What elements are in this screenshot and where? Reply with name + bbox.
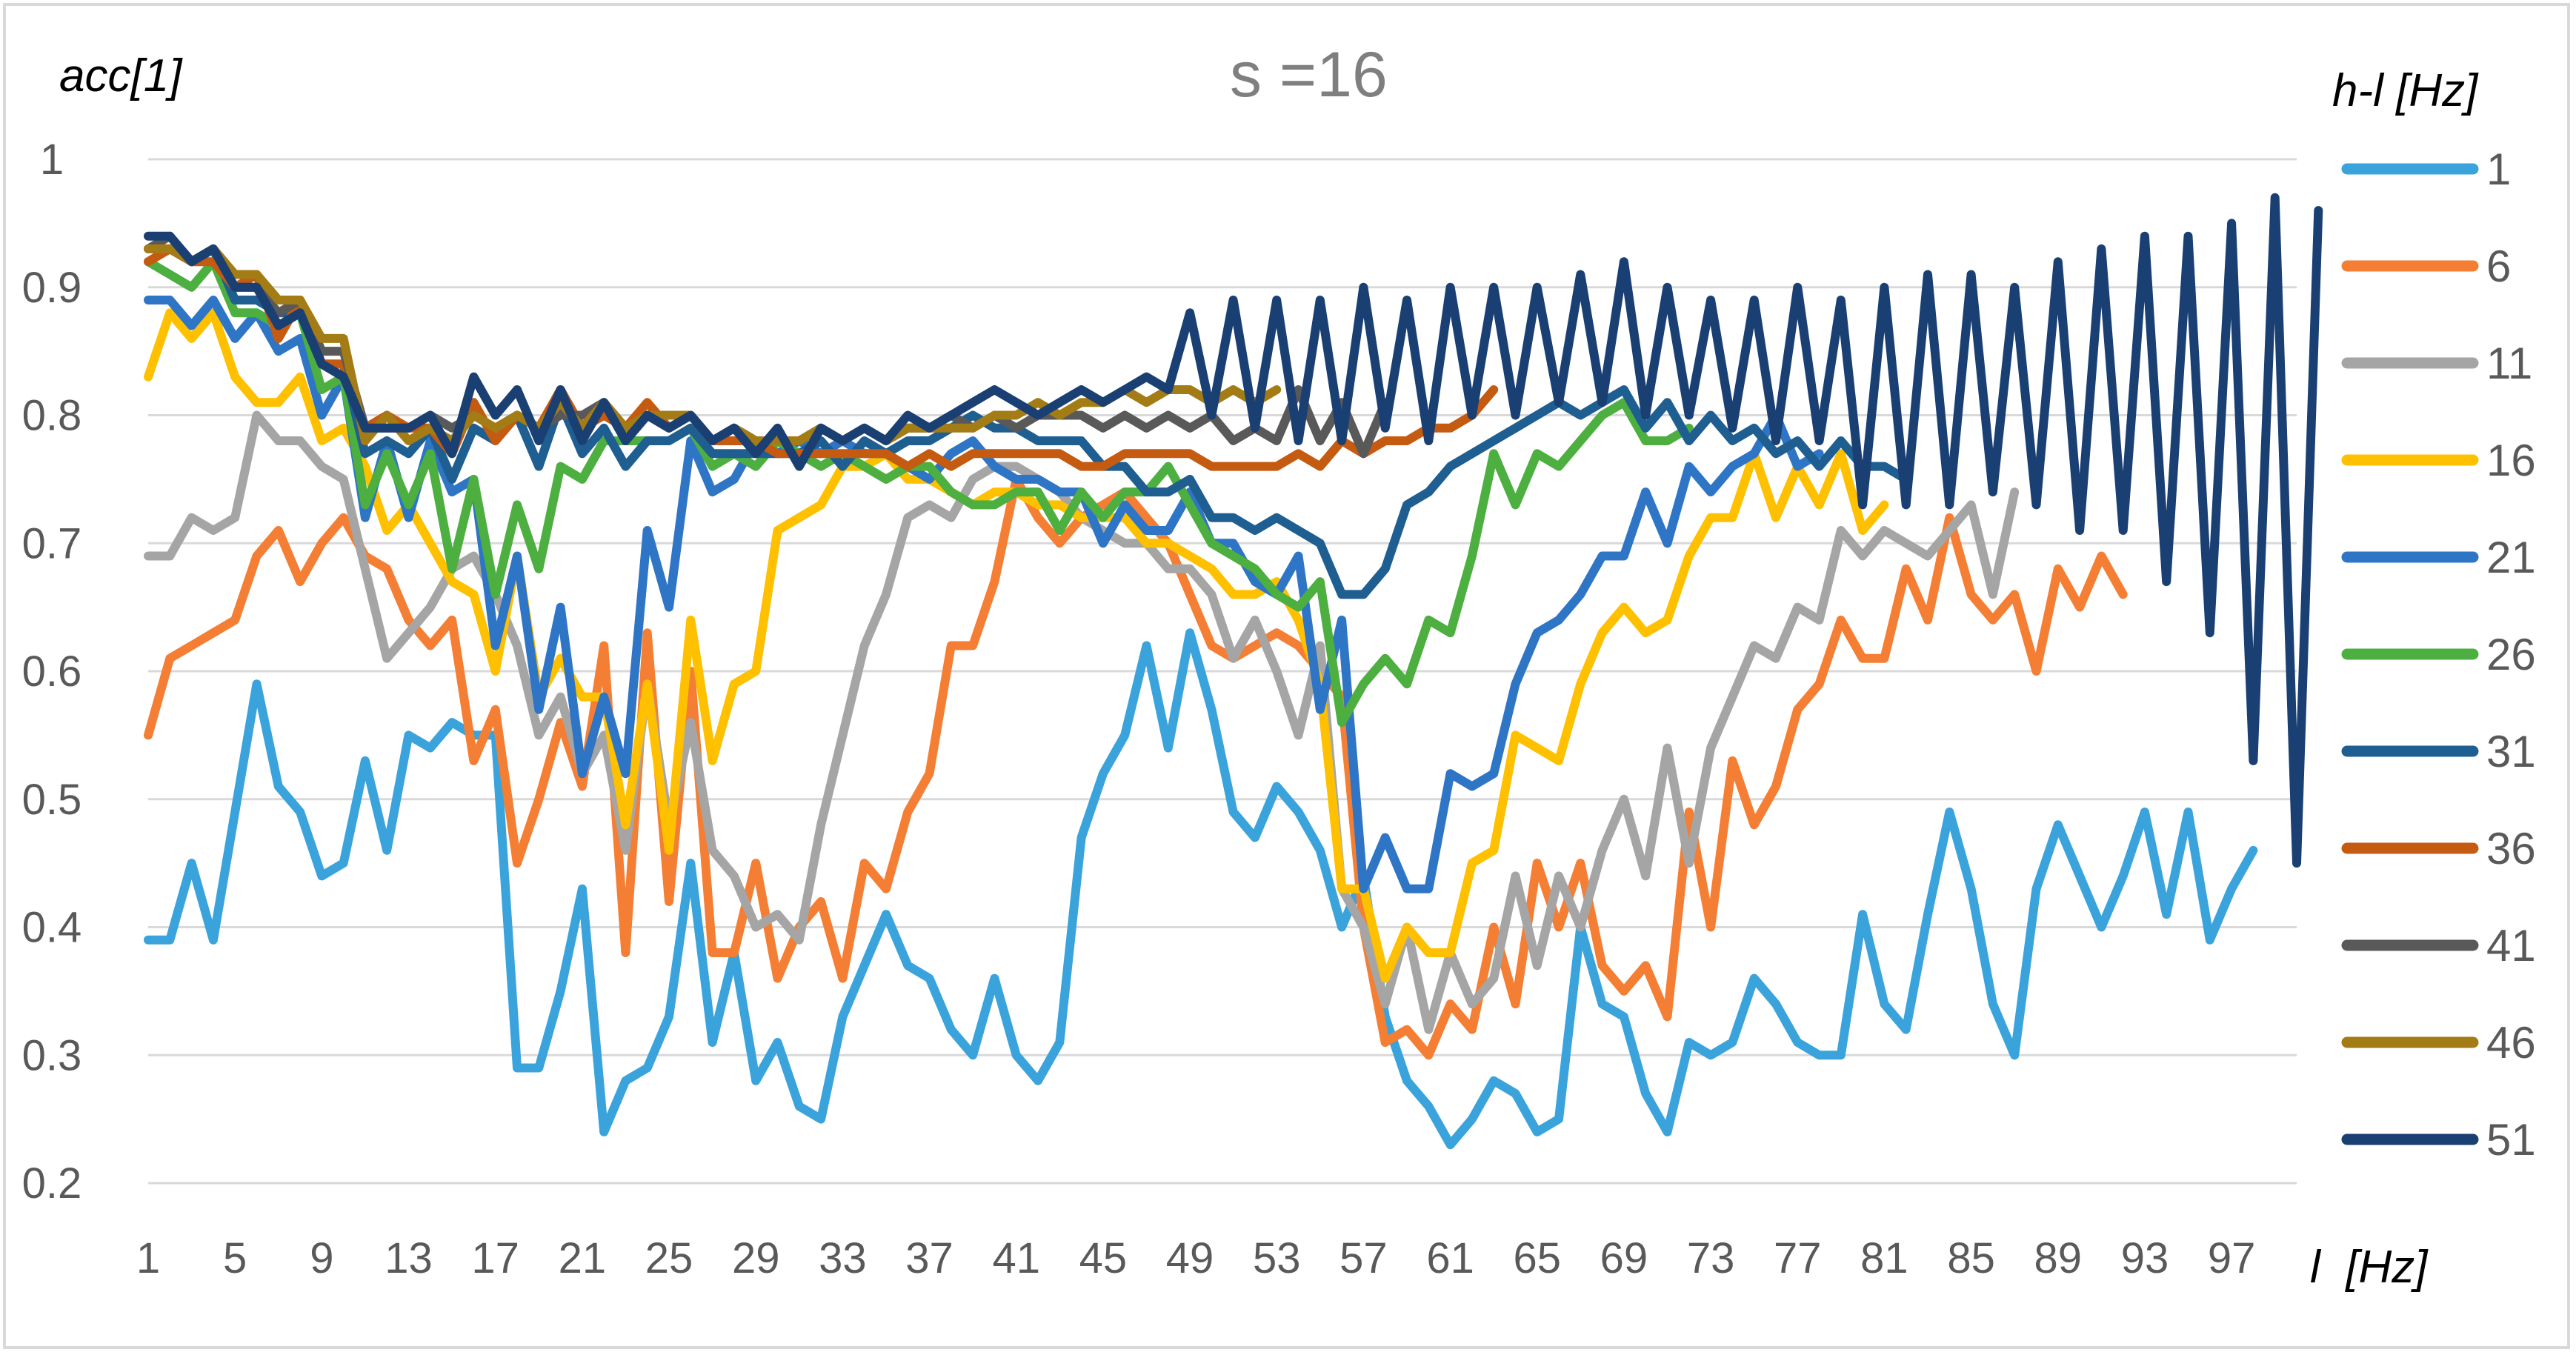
x-tick-label: 53: [1253, 1234, 1301, 1282]
x-tick-label: 49: [1166, 1234, 1214, 1282]
x-tick-label: 29: [732, 1234, 780, 1282]
legend-label-1: 1: [2486, 144, 2511, 194]
x-tick-label: 25: [645, 1234, 693, 1282]
x-tick-label: 89: [2034, 1234, 2083, 1282]
y-tick-label: 0.7: [22, 519, 82, 567]
series-line-51: [144, 193, 2323, 868]
legend-label-16: 16: [2486, 436, 2536, 485]
x-tick-label: 21: [559, 1234, 607, 1282]
x-tick-label: 69: [1600, 1234, 1648, 1282]
x-tick-label: 33: [819, 1234, 867, 1282]
y-tick-label: 0.2: [22, 1159, 82, 1208]
x-tick-label: 13: [385, 1234, 433, 1282]
chart-frame: [3, 3, 2570, 1349]
y-tick-label: 0.8: [22, 392, 82, 440]
legend-label-36: 36: [2486, 824, 2536, 873]
x-tick-label: 41: [992, 1234, 1040, 1282]
x-tick-label: 45: [1079, 1234, 1128, 1282]
legend-label-21: 21: [2486, 533, 2536, 582]
chart-title: s =16: [1230, 39, 1388, 110]
series-line-31: [144, 244, 1911, 599]
y-tick-label: 1: [40, 136, 64, 184]
legend-label-46: 46: [2486, 1018, 2536, 1068]
x-tick-label: 93: [2121, 1234, 2169, 1282]
x-tick-label: 61: [1426, 1234, 1474, 1282]
x-tick-label: 57: [1339, 1234, 1388, 1282]
x-tick-label: 9: [310, 1234, 333, 1282]
legend-label-26: 26: [2486, 630, 2536, 679]
x-tick-label: 73: [1687, 1234, 1735, 1282]
legend-label-11: 11: [2486, 339, 2532, 388]
legend-title: h-l [Hz]: [2332, 65, 2478, 116]
x-tick-label: 81: [1860, 1234, 1908, 1282]
series-line-1: [144, 628, 2258, 1150]
series-line-26: [144, 257, 1694, 728]
y-axis-label: acc[1]: [59, 50, 182, 101]
y-tick-label: 0.5: [22, 776, 82, 824]
y-tick-label: 0.6: [22, 647, 82, 696]
x-axis-label: l [Hz]: [2310, 1242, 2428, 1293]
y-axis-ticks: 0.2 0.3 0.4 0.5 0.6 0.7 0.8 0.9 1: [22, 136, 82, 1208]
x-tick-label: 85: [1947, 1234, 1995, 1282]
x-tick-label: 97: [2208, 1234, 2256, 1282]
legend-label-41: 41: [2486, 921, 2536, 971]
x-tick-label: 65: [1513, 1234, 1561, 1282]
x-tick-label: 17: [471, 1234, 519, 1282]
y-tick-label: 0.4: [22, 904, 82, 952]
legend-label-6: 6: [2486, 242, 2511, 291]
x-axis-ticks: 1 5 9 13 17 21 25 29 33 37 41 45 49 53 57 61 65 69 73 77 81 8…: [136, 1234, 2256, 1282]
legend-label-31: 31: [2486, 727, 2536, 776]
legend-label-51: 51: [2486, 1115, 2536, 1165]
series-lines: [144, 193, 2323, 1150]
y-tick-label: 0.9: [22, 264, 82, 312]
y-tick-label: 0.3: [22, 1031, 82, 1079]
series-line-6: [144, 474, 2128, 1060]
x-tick-label: 77: [1774, 1234, 1822, 1282]
x-tick-label: 37: [905, 1234, 953, 1282]
x-tick-label: 1: [136, 1234, 160, 1282]
x-tick-label: 5: [223, 1234, 247, 1282]
